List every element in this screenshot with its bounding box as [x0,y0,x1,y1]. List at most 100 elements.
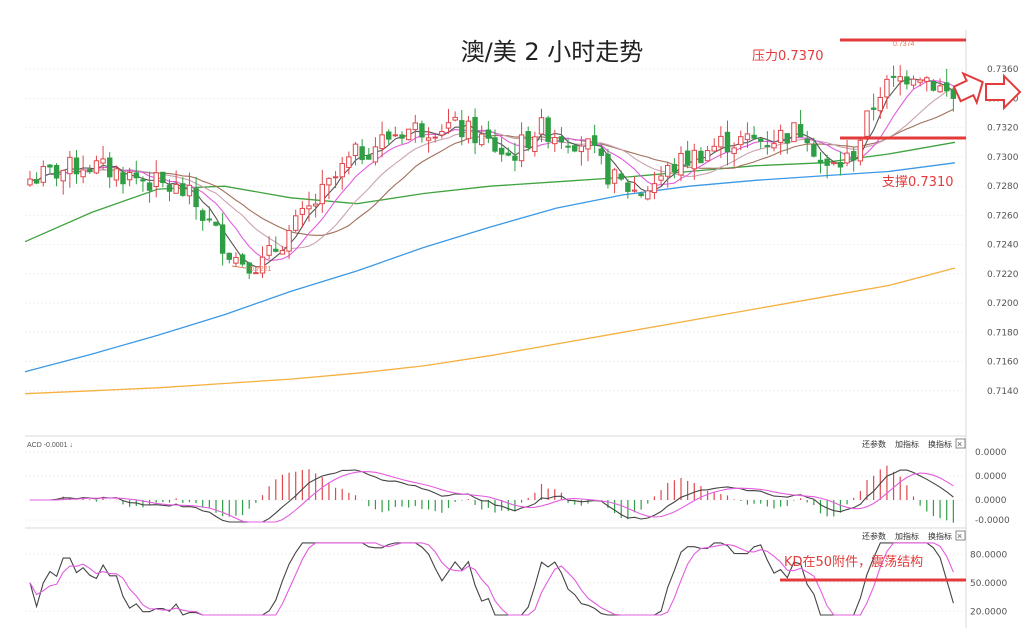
candle-up [937,85,943,93]
candle-down [950,89,957,99]
candle-up [293,215,299,231]
candle-down [851,151,857,161]
candle-up [691,149,697,170]
candle-up [80,169,86,178]
candle-down [146,182,153,191]
candle-down [545,117,551,142]
candle-up [27,178,33,186]
price-tick-label: 0.7240 [987,241,1019,251]
candle-down [87,169,93,173]
candle-up [744,133,751,141]
macd-tick-label: 0.0000 [975,448,1007,458]
macd-panel: ACD -0.0001 ↓ 还参数 加指标 换指标 × 0.00000.0000… [25,435,1010,526]
candle-down [751,134,757,139]
candle-up [279,250,286,255]
candle-up [67,156,73,175]
candle-up [339,163,345,178]
macd-header: ACD -0.0001 ↓ [27,442,73,449]
kd-axis: 80.0000 50.0000 20.0000 [970,550,1007,617]
candle-down [505,152,511,156]
candle-up [299,207,306,215]
ma60-line [24,141,956,243]
macd-tick-label: -0.0000 [975,516,1010,526]
candle-up [718,135,724,148]
candle-down [107,157,113,178]
candle-down [618,173,624,180]
macd-close-icon-box[interactable] [955,438,966,449]
candle-up [518,134,525,162]
candle-down [638,193,644,197]
macd-add-indicator-button[interactable]: 加指标 [895,439,919,449]
candle-down [239,254,246,265]
price-tick-label: 0.7300 [987,153,1019,163]
arrow-right-icon [985,73,1022,111]
candle-down [565,145,571,148]
support-label: 支撑0.7310 [882,175,954,190]
candle-up [412,122,418,131]
candle-down [598,148,604,156]
candle-down [797,124,804,138]
price-tick-label: 0.7140 [987,387,1019,397]
candlesticks [27,65,957,279]
candle-up [585,138,591,150]
candle-down [625,182,631,192]
candle-up [917,79,923,83]
high-marker: 0.7374 [893,41,915,48]
candle-up [60,169,66,182]
candle-up [924,77,930,82]
candle-up [100,158,106,164]
candle-up [465,120,472,140]
kd-toolbar: 还参数 加指标 换指标 × [862,530,966,541]
candle-up [884,78,890,98]
macd-switch-indicator-button[interactable]: 换指标 [928,439,952,449]
candle-up [731,147,737,154]
candle-up [326,177,332,186]
kd-switch-indicator-button[interactable]: 换指标 [928,531,952,541]
low-marker: 0.7221 [250,266,272,273]
candle-up [538,117,545,135]
candle-down [525,131,531,149]
candle-down [591,135,598,146]
candle-down [226,252,232,260]
candle-down [200,210,206,221]
kd-note: KD在50附件，震荡结构 [784,555,923,570]
kd-add-indicator-button[interactable]: 加指标 [895,531,919,541]
kd-reset-button[interactable]: 还参数 [862,531,886,541]
candle-up [864,110,870,137]
candle-down [817,159,824,164]
candle-up [352,143,359,157]
candle-down [605,153,611,185]
candle-up [771,143,777,149]
candle-up [631,189,638,192]
candle-down [890,75,897,78]
candle-up [253,272,259,275]
candle-up [266,245,272,256]
candle-down [944,82,950,92]
candle-down [512,155,518,161]
candle-down [140,179,146,182]
kd-close-icon[interactable]: × [957,531,962,541]
candle-up [711,145,717,152]
price-panel: 0.73600.73400.73200.73000.72800.72600.72… [24,30,1019,628]
candle-up [126,171,133,181]
candle-down [386,131,392,140]
candle-down [724,131,731,153]
candle-down [133,172,139,179]
macd-reset-button[interactable]: 还参数 [862,439,886,449]
candle-down [399,134,405,139]
candle-down [53,165,60,179]
candle-up [379,134,385,150]
candle-down [459,120,465,138]
candle-up [173,183,179,194]
kd-d-line [29,542,954,616]
price-tick-label: 0.7220 [987,270,1019,280]
price-tick-label: 0.7260 [987,211,1019,221]
candle-up [93,160,100,174]
candle-down [359,146,365,161]
candle-down [684,150,691,166]
candle-down [870,107,877,110]
macd-close-icon[interactable]: × [957,439,962,449]
kd-close-icon-box[interactable] [955,530,966,541]
candle-up [897,76,903,82]
